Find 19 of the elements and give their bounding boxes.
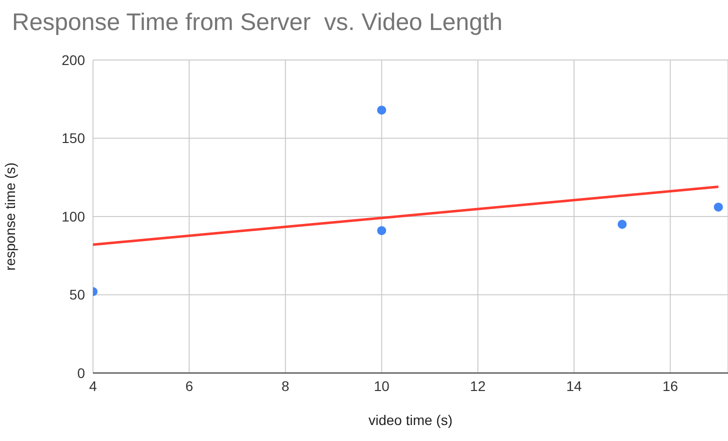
y-tick-label: 200 [62, 52, 86, 68]
y-tick-label: 150 [62, 130, 86, 146]
x-tick-label: 8 [282, 378, 290, 394]
x-tick-label: 4 [89, 378, 98, 394]
x-axis-title: video time (s) [368, 412, 453, 428]
x-tick-label: 10 [374, 378, 390, 394]
point [377, 226, 386, 236]
point [714, 202, 723, 212]
chart-title: Response Time from Server vs. Video Length [11, 8, 504, 38]
y-tick-label: 50 [69, 286, 86, 303]
x-tick-label: 12 [470, 378, 486, 394]
y-tick-label: 0 [77, 364, 86, 381]
point [377, 106, 386, 115]
x-tick-label: 14 [566, 378, 582, 394]
x-tick-label: 16 [662, 378, 678, 394]
y-axis-title: response time (s) [2, 162, 18, 271]
y-tick-label: 100 [62, 208, 86, 224]
x-tick-label: 6 [185, 378, 194, 394]
point [618, 220, 627, 229]
